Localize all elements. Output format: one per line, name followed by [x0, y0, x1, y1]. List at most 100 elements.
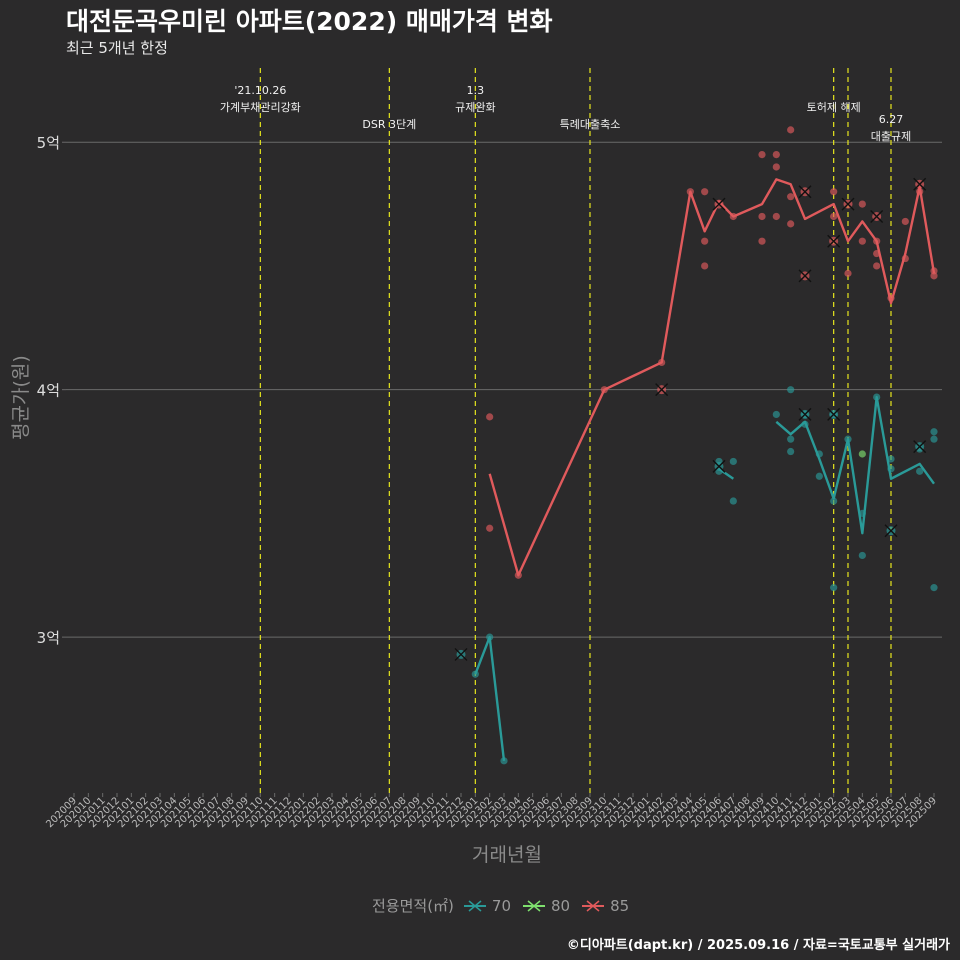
y-axis: 3억 4억 5억 — [37, 134, 66, 647]
point-85 — [930, 272, 938, 280]
cross-marker-85 — [798, 185, 812, 199]
cross-stroke — [870, 209, 884, 223]
legend-key-cross — [468, 899, 482, 912]
legend-item-label: 80 — [551, 896, 571, 915]
cross-markers — [454, 177, 927, 661]
point-70 — [830, 584, 838, 592]
point-70 — [486, 633, 494, 641]
legend-item-70: 70 — [462, 897, 511, 915]
cross-stroke — [454, 647, 468, 661]
series-line-70 — [474, 635, 506, 761]
series-line-70 — [775, 395, 935, 535]
cross-marker-70 — [913, 440, 927, 454]
point-85 — [873, 262, 881, 270]
point-70 — [858, 509, 866, 517]
chart-subtitle: 최근 5개년 한정 — [66, 39, 168, 57]
cross-stroke — [827, 407, 841, 421]
point-85 — [701, 188, 709, 196]
point-70 — [887, 455, 895, 463]
point-70 — [830, 497, 838, 505]
point-85 — [514, 571, 522, 579]
event-label: '21.10.26 — [234, 84, 286, 97]
cross-stroke — [913, 440, 927, 454]
point-70 — [916, 467, 924, 475]
point-70 — [787, 386, 795, 394]
point-85 — [787, 193, 795, 201]
legend: 전용면적(㎡) 70 80 85 — [372, 895, 639, 916]
x-axis: 2020092020102020112020122021012021022021… — [44, 793, 939, 830]
point-70 — [887, 465, 895, 473]
point-85 — [916, 188, 924, 196]
event-label: 규제완화 — [455, 101, 495, 114]
point-85 — [686, 188, 694, 196]
point-85 — [930, 267, 938, 275]
point-70 — [844, 435, 852, 443]
cross-marker-85 — [841, 197, 855, 211]
point-85 — [887, 294, 895, 302]
point-70 — [815, 450, 823, 458]
point-85 — [772, 212, 780, 221]
point-85 — [486, 524, 494, 532]
point-85 — [758, 212, 766, 221]
point-85 — [772, 163, 780, 171]
cross-stroke — [798, 407, 812, 421]
cross-marker-85 — [655, 383, 669, 397]
cross-marker-70 — [798, 407, 812, 421]
cross-marker-85 — [712, 197, 726, 211]
legend-item-label: 85 — [610, 896, 630, 915]
legend-title: 전용면적(㎡) — [372, 897, 454, 915]
point-70 — [772, 410, 780, 419]
legend-item-80: 80 — [521, 897, 570, 915]
point-80 — [858, 450, 866, 458]
cross-stroke — [841, 197, 855, 211]
point-85 — [701, 262, 709, 270]
cross-marker-85 — [870, 209, 884, 223]
point-85 — [858, 200, 866, 208]
cross-marker-70 — [454, 647, 468, 661]
cross-stroke — [712, 459, 726, 473]
point-70 — [729, 497, 737, 505]
cross-marker-70 — [827, 407, 841, 421]
cross-marker-85 — [827, 234, 841, 248]
cross-stroke — [798, 269, 812, 283]
chart-title: 대전둔곡우미린 아파트(2022) 매매가격 변화 — [66, 7, 553, 36]
point-85 — [858, 237, 866, 245]
event-label: 1.3 — [467, 84, 485, 97]
point-85 — [787, 126, 795, 134]
point-85 — [873, 237, 881, 245]
cross-marker-70 — [712, 459, 726, 473]
y-tick-label: 4억 — [37, 382, 60, 400]
cross-stroke — [798, 185, 812, 199]
event-label: 6.27 — [879, 113, 904, 126]
point-70 — [930, 584, 938, 592]
point-70 — [815, 472, 823, 480]
point-85 — [729, 212, 737, 221]
point-70 — [500, 757, 508, 765]
point-85 — [486, 413, 494, 421]
point-85 — [830, 212, 838, 221]
series-line-85 — [488, 178, 936, 577]
y-axis-label: 평균가(원) — [10, 355, 32, 440]
point-85 — [830, 188, 838, 196]
point-85 — [758, 237, 766, 245]
point-85 — [844, 269, 852, 277]
source-caption: ©디아파트(dapt.kr) / 2025.09.16 / 자료=국토교통부 실… — [566, 938, 950, 953]
cross-marker-85 — [798, 269, 812, 283]
legend-item-85: 85 — [580, 897, 629, 915]
cross-stroke — [827, 234, 841, 248]
point-70 — [801, 420, 809, 428]
legend-key-cross — [586, 899, 600, 912]
point-85 — [901, 217, 909, 226]
legend-key — [582, 899, 605, 912]
legend-items: 70 80 85 — [462, 897, 639, 915]
point-85 — [701, 237, 709, 245]
grid-lines — [66, 141, 942, 638]
point-70 — [787, 435, 795, 443]
x-axis-label: 거래년월 — [472, 844, 542, 866]
point-70 — [930, 435, 938, 443]
point-85 — [873, 249, 881, 258]
data-points — [471, 126, 938, 765]
event-label: DSR 3단계 — [362, 118, 416, 131]
event-label: 가계부채관리강화 — [220, 101, 301, 114]
y-tick-label: 5억 — [37, 134, 60, 152]
